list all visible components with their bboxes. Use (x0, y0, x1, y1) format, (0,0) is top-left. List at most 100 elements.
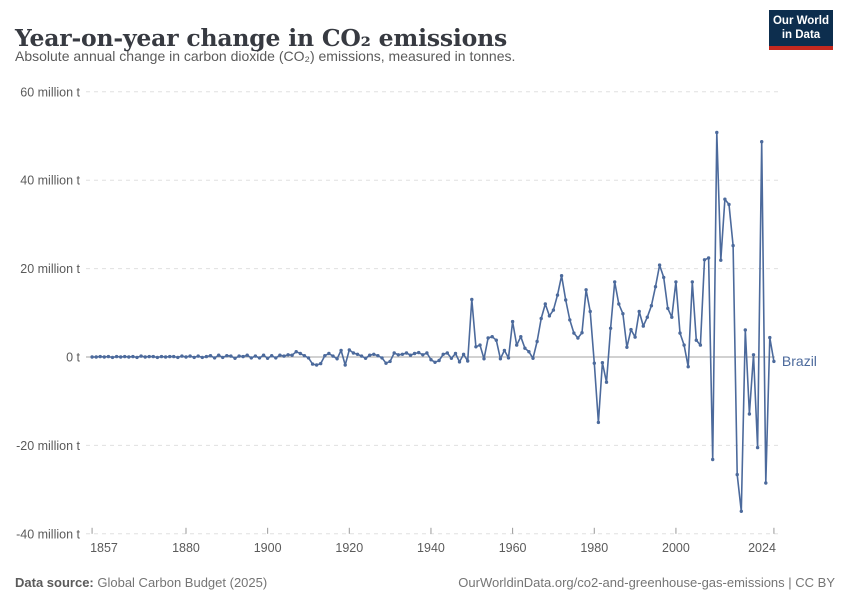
data-point (564, 298, 568, 302)
data-point (176, 355, 180, 360)
data-point (245, 353, 249, 357)
data-point (212, 356, 217, 360)
data-point (543, 302, 547, 306)
line-chart[interactable]: 60 million t 40 million t 20 million t 0 t -… (0, 80, 850, 560)
data-point (172, 354, 176, 359)
data-point (596, 420, 601, 425)
data-point (359, 354, 364, 358)
data-point (343, 363, 347, 367)
data-point (482, 357, 486, 361)
y-axis-tick-label: 60 million t (20, 85, 80, 99)
data-point (204, 354, 209, 359)
data-point (743, 328, 747, 332)
data-point (131, 354, 135, 359)
data-point (102, 355, 107, 359)
data-point (437, 358, 441, 363)
data-point (139, 354, 143, 358)
y-axis-tick-label: 0 t (66, 351, 80, 365)
data-point (486, 336, 490, 340)
data-point (559, 274, 564, 278)
data-point (715, 130, 719, 135)
data-point (600, 361, 605, 365)
x-axis-tick-label: 1857 (90, 541, 118, 555)
data-point (739, 509, 743, 513)
data-point (429, 358, 433, 362)
data-point (555, 293, 560, 297)
data-source: Data source: Global Carbon Budget (2025) (15, 575, 267, 590)
data-point (123, 354, 127, 359)
data-point (588, 309, 592, 314)
data-point (221, 355, 225, 360)
data-point (547, 314, 552, 318)
x-axis-tick-label: 1920 (335, 541, 363, 555)
data-point (241, 354, 245, 359)
credit-link[interactable]: OurWorldinData.org/co2-and-greenhouse-ga… (458, 575, 835, 590)
data-point (306, 356, 311, 360)
data-point (376, 354, 380, 358)
data-point (147, 354, 151, 359)
data-point (290, 353, 294, 357)
data-point (466, 359, 470, 363)
data-point (339, 348, 343, 353)
data-point (270, 354, 274, 358)
data-point (425, 351, 429, 355)
x-axis-tick-label: 1940 (417, 541, 445, 555)
x-axis-tick-label: 2000 (662, 541, 690, 555)
data-point (490, 335, 494, 339)
y-axis-tick-label: 40 million t (20, 174, 80, 188)
owid-logo-line2: in Data (781, 28, 821, 41)
data-point (294, 350, 298, 354)
data-point (523, 346, 527, 350)
data-point (421, 353, 425, 357)
data-point (506, 356, 511, 360)
y-axis-tick-label: -20 million t (16, 439, 80, 453)
data-point (380, 356, 384, 360)
y-axis-tick-label: -40 million t (16, 527, 80, 541)
data-point (515, 343, 519, 347)
data-point (457, 360, 462, 364)
data-point (678, 331, 682, 335)
data-point (617, 302, 621, 306)
data-point (217, 353, 221, 357)
data-point (188, 354, 192, 358)
data-point (702, 258, 707, 262)
entity-label-brazil[interactable]: Brazil (782, 353, 817, 369)
data-point (90, 355, 94, 359)
data-point (453, 351, 458, 356)
data-point (127, 355, 131, 359)
data-point (731, 243, 735, 248)
data-point (539, 316, 543, 321)
data-point (196, 354, 200, 358)
data-point (396, 353, 400, 357)
data-point (580, 331, 584, 335)
data-point (180, 354, 184, 358)
data-point (400, 352, 405, 356)
data-point (168, 354, 172, 359)
data-point (527, 350, 531, 354)
data-point (649, 304, 654, 308)
data-point (478, 343, 482, 347)
data-point (98, 354, 102, 359)
brazil-line-series (91, 131, 775, 513)
data-point (645, 315, 649, 319)
data-point (449, 356, 454, 360)
data-point (388, 359, 392, 364)
data-point (755, 445, 760, 450)
data-point (314, 363, 319, 367)
data-point (159, 354, 164, 359)
data-point (278, 353, 282, 357)
data-point (151, 354, 155, 359)
data-point (531, 356, 535, 360)
data-point (568, 318, 572, 322)
data-point (347, 348, 351, 352)
data-point (662, 275, 666, 280)
data-point (637, 309, 641, 314)
data-point (110, 355, 115, 360)
data-point (682, 343, 686, 347)
data-point (355, 352, 360, 356)
data-point (690, 280, 694, 284)
data-point (760, 140, 764, 144)
data-point (404, 351, 409, 355)
page-title: Year-on-year change in CO₂ emissions (15, 23, 507, 52)
y-axis-tick-label: 20 million t (20, 262, 80, 276)
